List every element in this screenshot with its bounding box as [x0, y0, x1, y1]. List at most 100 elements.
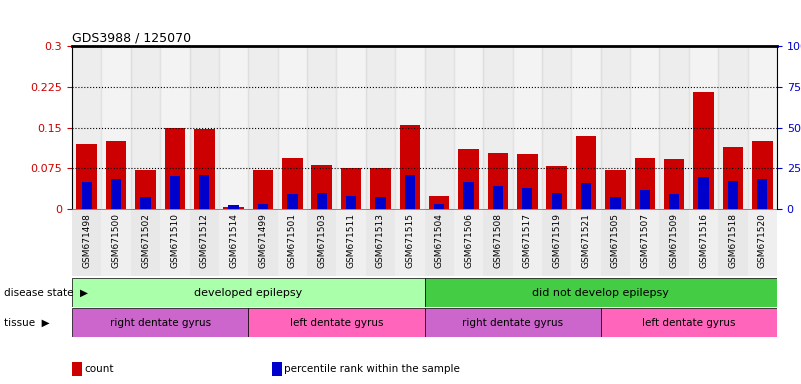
Bar	[102, 46, 131, 209]
Bar	[395, 46, 425, 209]
Bar	[228, 205, 239, 209]
Bar	[106, 141, 127, 209]
Text: GSM671514: GSM671514	[229, 213, 238, 268]
Bar	[341, 169, 361, 209]
Text: GSM671508: GSM671508	[493, 213, 502, 268]
Bar	[366, 46, 395, 209]
Text: GSM671505: GSM671505	[611, 213, 620, 268]
Text: count: count	[84, 364, 114, 374]
Bar	[571, 46, 601, 209]
Bar	[425, 278, 777, 307]
Text: right dentate gyrus: right dentate gyrus	[110, 318, 211, 328]
Text: left dentate gyrus: left dentate gyrus	[642, 318, 735, 328]
Bar	[248, 209, 278, 276]
Bar	[278, 46, 307, 209]
Bar	[718, 209, 747, 276]
Text: percentile rank within the sample: percentile rank within the sample	[284, 364, 461, 374]
Bar	[483, 209, 513, 276]
Bar	[454, 46, 483, 209]
Bar	[659, 209, 689, 276]
Bar	[630, 209, 659, 276]
Bar	[370, 169, 391, 209]
Bar	[483, 46, 513, 209]
Bar	[160, 209, 190, 276]
Bar	[135, 170, 155, 209]
Bar	[757, 179, 767, 209]
Text: GSM671509: GSM671509	[670, 213, 678, 268]
Bar	[258, 204, 268, 209]
Text: tissue  ▶: tissue ▶	[4, 318, 50, 328]
Bar	[493, 187, 503, 209]
Bar	[425, 209, 454, 276]
Bar	[576, 136, 596, 209]
Bar	[698, 177, 709, 209]
Text: GSM671501: GSM671501	[288, 213, 297, 268]
Bar	[346, 196, 356, 209]
Bar	[190, 209, 219, 276]
Text: GSM671507: GSM671507	[640, 213, 650, 268]
Bar	[190, 46, 219, 209]
Text: disease state  ▶: disease state ▶	[4, 288, 88, 298]
Bar	[425, 46, 454, 209]
Bar	[82, 182, 92, 209]
Bar	[194, 129, 215, 209]
Bar	[248, 46, 278, 209]
Bar	[199, 175, 209, 209]
Bar	[542, 46, 571, 209]
Bar	[630, 46, 659, 209]
Bar	[400, 125, 420, 209]
Text: GSM671503: GSM671503	[317, 213, 326, 268]
Bar	[248, 308, 425, 337]
Bar	[723, 147, 743, 209]
Bar	[634, 157, 655, 209]
Bar	[223, 207, 244, 209]
Bar	[464, 182, 473, 209]
Bar	[425, 308, 601, 337]
Bar	[219, 209, 248, 276]
Bar	[312, 165, 332, 209]
Text: left dentate gyrus: left dentate gyrus	[290, 318, 383, 328]
Bar	[316, 193, 327, 209]
Bar	[718, 46, 747, 209]
Bar	[278, 209, 307, 276]
Bar	[170, 175, 180, 209]
Text: did not develop epilepsy: did not develop epilepsy	[533, 288, 669, 298]
Bar	[131, 209, 160, 276]
Bar	[307, 209, 336, 276]
Bar	[336, 46, 366, 209]
Bar	[601, 46, 630, 209]
Bar	[336, 209, 366, 276]
Bar	[546, 166, 567, 209]
Bar	[111, 179, 121, 209]
Bar	[77, 144, 97, 209]
Bar	[366, 209, 395, 276]
Bar	[601, 308, 777, 337]
Text: GSM671516: GSM671516	[699, 213, 708, 268]
Bar	[395, 209, 425, 276]
Bar	[307, 46, 336, 209]
Bar	[581, 183, 591, 209]
Text: GSM671515: GSM671515	[405, 213, 414, 268]
Bar	[458, 149, 479, 209]
Bar	[693, 92, 714, 209]
Text: GDS3988 / 125070: GDS3988 / 125070	[72, 32, 191, 45]
Text: GSM671513: GSM671513	[376, 213, 385, 268]
Bar	[282, 157, 303, 209]
Bar	[102, 209, 131, 276]
Text: GSM671504: GSM671504	[435, 213, 444, 268]
Bar	[522, 187, 533, 209]
Text: GSM671511: GSM671511	[347, 213, 356, 268]
Bar	[429, 196, 449, 209]
Bar	[434, 204, 445, 209]
Text: GSM671510: GSM671510	[171, 213, 179, 268]
Bar	[131, 46, 160, 209]
Bar	[610, 197, 621, 209]
Bar	[288, 194, 297, 209]
Bar	[160, 46, 190, 209]
Bar	[405, 175, 415, 209]
Bar	[605, 170, 626, 209]
Bar	[72, 308, 248, 337]
Text: developed epilepsy: developed epilepsy	[194, 288, 303, 298]
Bar	[689, 209, 718, 276]
Text: GSM671499: GSM671499	[259, 213, 268, 268]
